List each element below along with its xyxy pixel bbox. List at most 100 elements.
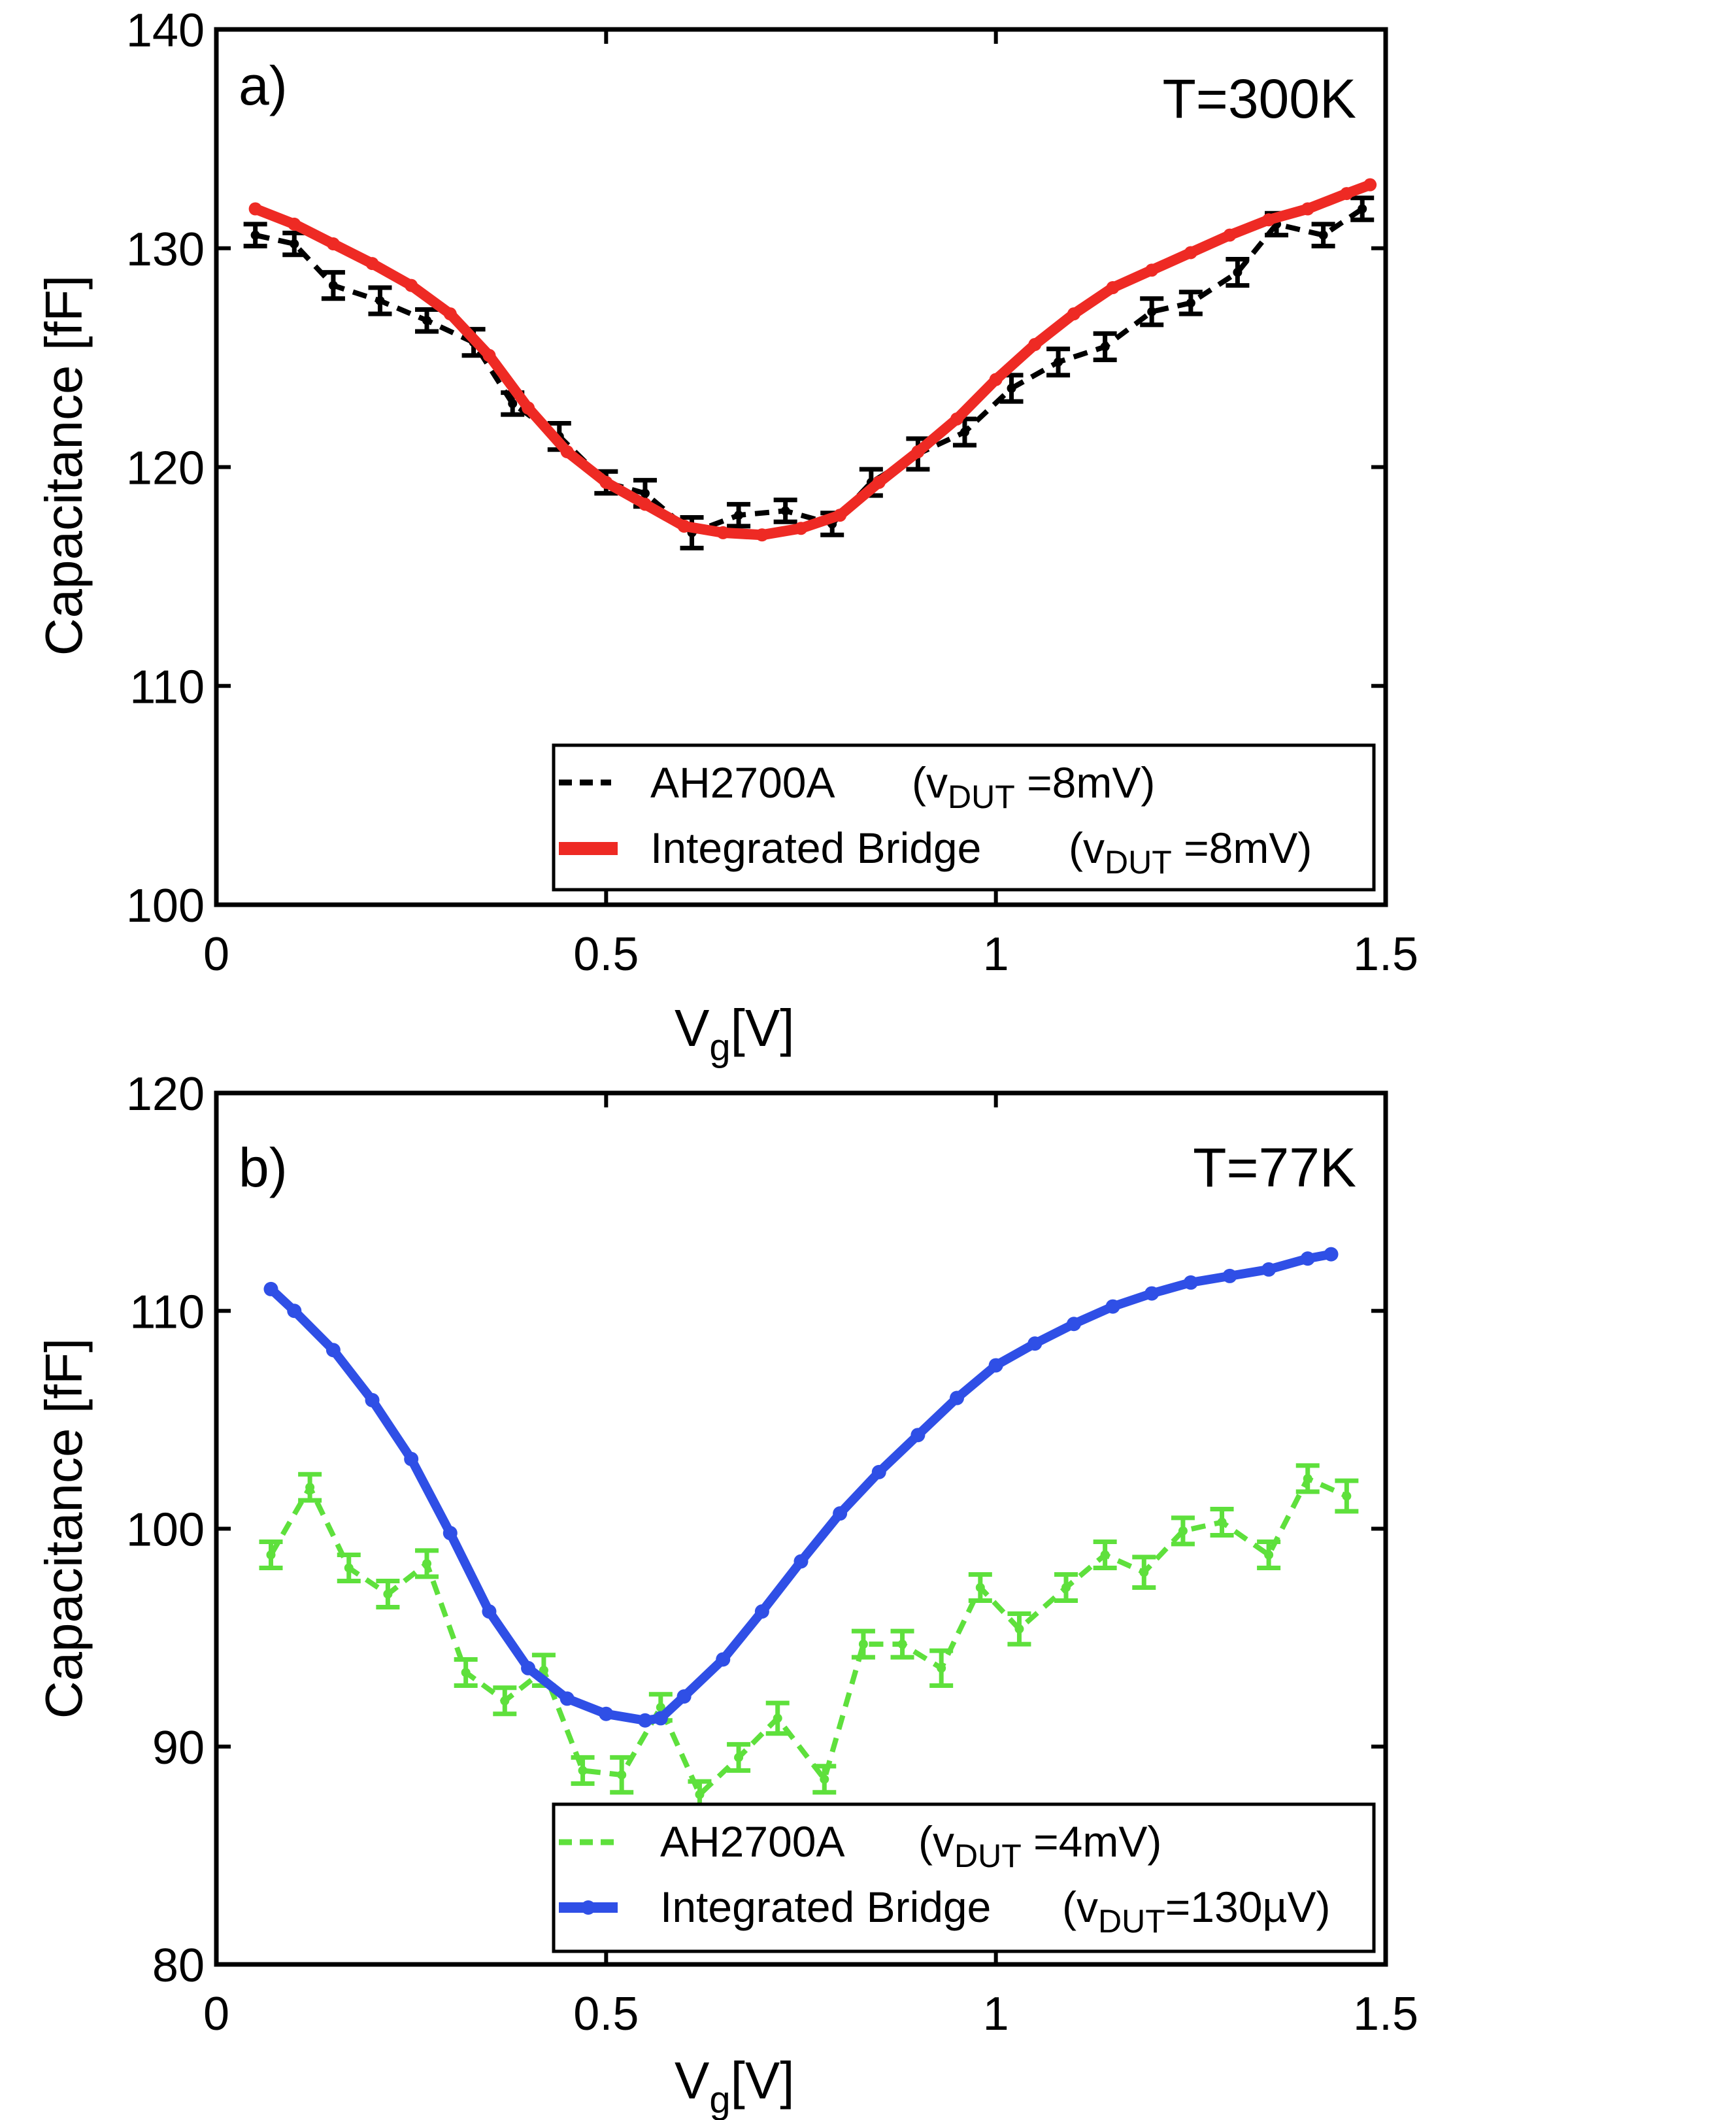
data-point [1067, 307, 1080, 321]
data-point [1261, 1262, 1277, 1277]
data-point [560, 445, 574, 459]
x-tick-label: 0 [203, 1988, 229, 2040]
legend-box [552, 743, 1376, 892]
panel-label: b) [239, 1137, 288, 1198]
data-point [1222, 1268, 1237, 1283]
y-tick-label: 110 [129, 661, 205, 713]
x-axis-label: Vg[V] [675, 999, 794, 1069]
data-point [897, 1640, 907, 1649]
data-point [250, 230, 260, 240]
data-point [754, 1604, 769, 1619]
series-line [250, 179, 1376, 541]
legend-label-ah2700a: AH2700A [650, 758, 835, 807]
data-point [1324, 1247, 1339, 1262]
x-tick-label: 0 [203, 928, 229, 981]
legend-detail-ah2700a: (vDUT =8mV) [912, 758, 1155, 815]
data-point [1358, 204, 1367, 214]
data-point [937, 1663, 946, 1673]
data-point [1027, 1336, 1043, 1351]
series-integrated-bridge [263, 1247, 1339, 1728]
x-tick-label: 1 [983, 928, 1009, 981]
data-point [442, 1526, 458, 1541]
legend-detail-ah2700a: (vDUT =4mV) [918, 1817, 1161, 1874]
legend-box [552, 1802, 1376, 1953]
y-tick-label: 110 [129, 1286, 205, 1338]
data-point [617, 1770, 627, 1780]
data-point [820, 1774, 829, 1784]
series-line [254, 207, 1364, 536]
data-point [653, 1711, 668, 1726]
temperature-annotation: T=300K [1162, 68, 1356, 129]
legend: AH2700A (vDUT =8mV) Integrated Bridge (v… [552, 743, 1376, 892]
data-point [950, 412, 964, 426]
data-point [1340, 187, 1354, 201]
data-point [559, 1691, 575, 1706]
data-point [793, 1554, 809, 1569]
data-point [1147, 307, 1157, 316]
data-point [1363, 178, 1377, 192]
data-point [773, 1713, 782, 1723]
temperature-annotation: T=77K [1193, 1137, 1356, 1198]
data-point [578, 1766, 588, 1775]
data-point [637, 1713, 652, 1728]
data-point [1186, 298, 1195, 308]
data-point [1100, 1550, 1110, 1560]
data-point [1054, 357, 1063, 367]
series-line [269, 1475, 1348, 1799]
data-point [482, 1604, 497, 1619]
x-axis-label: Vg[V] [675, 2051, 794, 2120]
data-point [365, 1392, 380, 1407]
data-point [539, 1666, 548, 1675]
data-point [365, 257, 379, 271]
data-point [858, 1640, 868, 1649]
data-point [1223, 228, 1237, 242]
data-point [521, 1660, 536, 1675]
x-axis-label-sub: g [709, 2079, 730, 2120]
series-line [266, 1249, 1336, 1725]
data-point [1014, 1624, 1024, 1634]
data-point [1061, 1583, 1071, 1592]
data-point [248, 202, 262, 216]
data-point [266, 1550, 276, 1560]
data-point [287, 1304, 302, 1319]
y-tick-label: 90 [152, 1722, 205, 1774]
y-tick-label: 100 [126, 1504, 205, 1556]
data-point [344, 1563, 354, 1573]
panel-a: 0 0.5 1 1.5 100 110 120 130 140 a) T=300K Capaci… [35, 5, 1418, 1069]
data-point [1264, 1550, 1274, 1560]
series-integrated-bridge [248, 178, 1377, 542]
y-axis-label: Capacitance [fF] [35, 275, 93, 656]
data-point [989, 373, 1003, 386]
data-point [482, 348, 496, 362]
y-tick-label: 120 [126, 443, 205, 495]
data-point [676, 1689, 692, 1704]
x-tick-label: 0.5 [573, 928, 639, 981]
data-point [833, 509, 847, 522]
data-point [1028, 338, 1042, 352]
data-point [1183, 1275, 1198, 1290]
data-point [1262, 213, 1276, 227]
data-point [872, 475, 886, 489]
x-tick-label: 1.5 [1353, 1988, 1418, 2040]
data-point [1066, 1317, 1081, 1332]
data-point [640, 488, 650, 498]
series-ah2700a [259, 1463, 1359, 1810]
data-point [326, 237, 340, 251]
data-point [1318, 230, 1328, 240]
data-point [988, 1358, 1003, 1373]
data-point [1233, 267, 1243, 277]
x-tick-label: 0.5 [573, 1988, 639, 2040]
data-point [443, 307, 457, 321]
data-point [383, 1589, 393, 1599]
data-point [1007, 383, 1016, 393]
y-tick-label: 140 [126, 5, 205, 57]
data-point [950, 1390, 965, 1405]
data-point [677, 519, 691, 533]
data-point [1105, 1299, 1120, 1314]
legend-label-integrated-bridge: Integrated Bridge [660, 1883, 991, 1931]
x-tick-label: 1 [983, 1988, 1009, 2040]
legend-detail-integrated-bridge: (vDUT=130µV) [1062, 1883, 1330, 1940]
data-point [305, 1483, 315, 1492]
x-axis-label-sub: g [709, 1026, 730, 1069]
panel-label: a) [239, 55, 288, 116]
